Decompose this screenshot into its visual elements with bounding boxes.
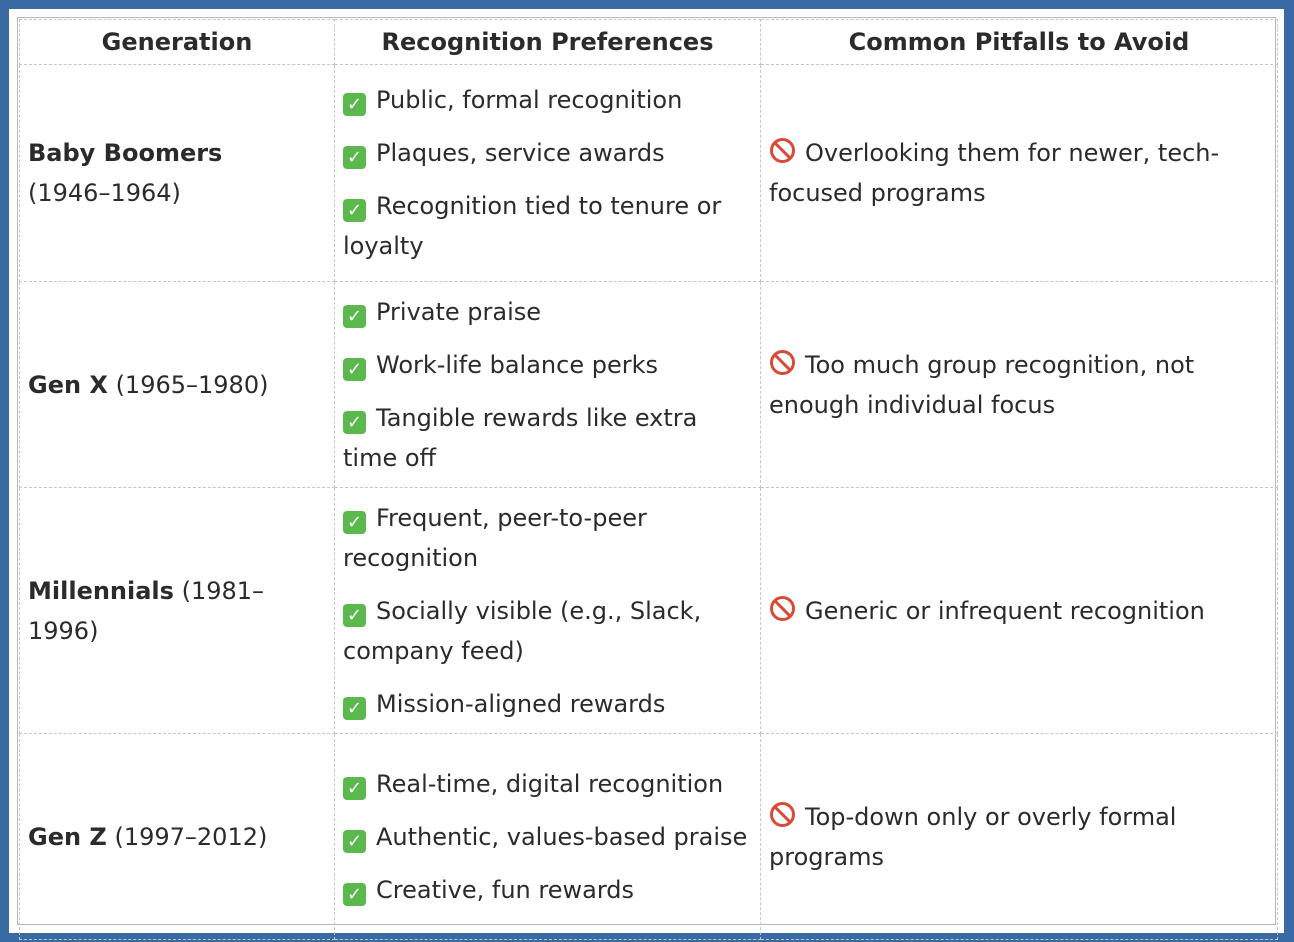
generation-name: Gen Z: [28, 822, 107, 851]
preference-item: ✓ Work-life balance perks: [343, 345, 752, 385]
check-mark-icon: ✓: [343, 410, 366, 434]
preference-text: Mission-aligned rewards: [376, 689, 666, 718]
generation-years: (1981–1996): [28, 576, 265, 645]
preference-text: Private praise: [376, 297, 542, 326]
preference-text: Tangible rewards like extra time off: [343, 403, 698, 472]
pitfall-cell: Too much group recognition, not enough i…: [760, 281, 1278, 488]
generation-cell: Gen Z (1997–2012): [19, 733, 335, 940]
generation-cell: Baby Boomers (1946–1964): [19, 64, 335, 282]
preference-text: Authentic, values-based praise: [376, 822, 748, 851]
pitfall-text: Too much group recognition, not enough i…: [769, 350, 1195, 419]
check-mark-icon: ✓: [343, 304, 366, 328]
preferences-cell: ✓ Public, formal recognition ✓ Plaques, se…: [334, 64, 761, 282]
header-generation: Generation: [19, 19, 335, 65]
preference-text: Socially visible (e.g., Slack, company f…: [343, 596, 702, 665]
check-mark-icon: ✓: [343, 510, 366, 534]
preference-item: ✓ Plaques, service awards: [343, 133, 752, 173]
preference-text: Public, formal recognition: [376, 86, 683, 114]
generation-name: Gen X: [28, 370, 108, 399]
check-mark-icon: ✓: [343, 146, 366, 169]
preference-text: Creative, fun rewards: [376, 875, 634, 904]
prohibited-icon: [770, 349, 795, 375]
table-row: Gen X (1965–1980) ✓ Private praise ✓ Work-…: [19, 281, 1278, 488]
check-mark-icon: ✓: [343, 776, 366, 800]
pitfall-cell: Generic or infrequent recognition: [760, 487, 1278, 734]
preference-item: ✓ Real-time, digital recognition: [343, 764, 752, 804]
preference-text: Work-life balance perks: [376, 350, 658, 379]
generation-years: (1965–1980): [115, 370, 269, 399]
check-mark-icon: ✓: [343, 199, 366, 222]
check-mark-icon: ✓: [343, 829, 366, 853]
preference-item: ✓ Tangible rewards like extra time off: [343, 398, 752, 478]
prohibited-icon: [770, 595, 795, 621]
generation-years: (1946–1964): [28, 179, 181, 207]
preference-item: ✓ Public, formal recognition: [343, 80, 752, 120]
pitfall-cell: Overlooking them for newer, tech-focused…: [760, 64, 1278, 282]
preferences-cell: ✓ Private praise ✓ Work-life balance perks…: [334, 281, 761, 488]
preference-text: Plaques, service awards: [376, 139, 665, 167]
preference-item: ✓ Frequent, peer-to-peer recognition: [343, 498, 752, 578]
header-common-pitfalls: Common Pitfalls to Avoid: [760, 19, 1278, 65]
preference-item: ✓ Creative, fun rewards: [343, 870, 752, 910]
generation-name: Millennials: [28, 576, 174, 605]
check-mark-icon: ✓: [343, 93, 366, 116]
generation-name: Baby Boomers: [28, 139, 223, 167]
generation-cell: Millennials (1981–1996): [19, 487, 335, 734]
table-row: Millennials (1981–1996) ✓ Frequent, peer-…: [19, 487, 1278, 734]
pitfall-text: Top-down only or overly formal programs: [769, 802, 1177, 871]
check-mark-icon: ✓: [343, 603, 366, 627]
generation-years: (1997–2012): [114, 822, 268, 851]
preference-text: Frequent, peer-to-peer recognition: [343, 503, 647, 572]
header-row: Generation Recognition Preferences Commo…: [19, 19, 1278, 65]
table-row: Gen Z (1997–2012) ✓ Real-time, digital re…: [19, 733, 1278, 940]
table-row: Baby Boomers (1946–1964) ✓ Public, formal…: [19, 64, 1278, 282]
preference-item: ✓ Authentic, values-based praise: [343, 817, 752, 857]
preference-text: Real-time, digital recognition: [376, 769, 724, 798]
check-mark-icon: ✓: [343, 696, 366, 720]
preference-text: Recognition tied to tenure or loyalty: [343, 192, 722, 260]
pitfall-text: Generic or infrequent recognition: [805, 596, 1205, 625]
generation-recognition-table: Generation Recognition Preferences Commo…: [19, 19, 1278, 940]
header-recognition-preferences: Recognition Preferences: [334, 19, 761, 65]
preference-item: ✓ Private praise: [343, 292, 752, 332]
preference-item: ✓ Recognition tied to tenure or loyalty: [343, 186, 752, 266]
pitfall-text: Overlooking them for newer, tech-focused…: [769, 139, 1220, 207]
generation-cell: Gen X (1965–1980): [19, 281, 335, 488]
preference-item: ✓ Mission-aligned rewards: [343, 684, 752, 724]
prohibited-icon: [770, 801, 795, 827]
pitfall-cell: Top-down only or overly formal programs: [760, 733, 1278, 940]
check-mark-icon: ✓: [343, 882, 366, 906]
preferences-cell: ✓ Frequent, peer-to-peer recognition ✓ Soc…: [334, 487, 761, 734]
preferences-cell: ✓ Real-time, digital recognition ✓ Authent…: [334, 733, 761, 940]
preference-item: ✓ Socially visible (e.g., Slack, company …: [343, 591, 752, 671]
check-mark-icon: ✓: [343, 357, 366, 381]
prohibited-icon: [770, 138, 795, 163]
